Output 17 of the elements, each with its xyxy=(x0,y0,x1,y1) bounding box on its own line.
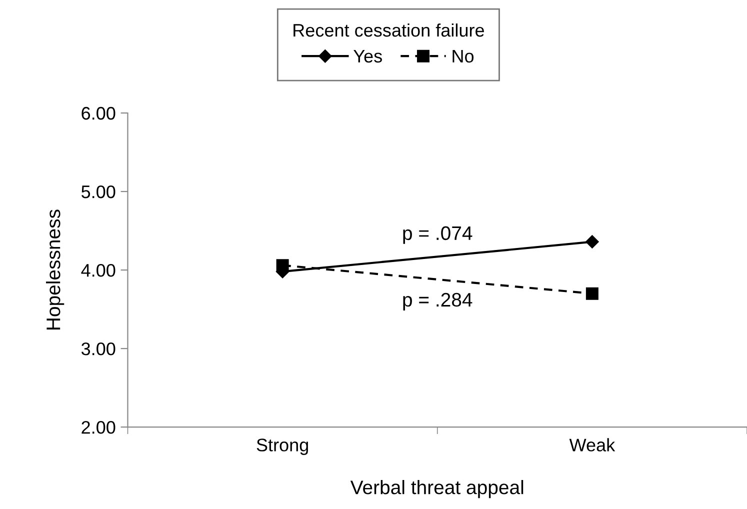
x-tick-label: Weak xyxy=(569,438,616,452)
y-axis-title: Hopelessness xyxy=(46,210,64,330)
legend-label: Yes xyxy=(354,50,382,63)
point xyxy=(586,287,598,300)
legend-label: No xyxy=(452,50,474,63)
y-tick-label: 5.00 xyxy=(82,185,116,198)
annotation: p = .074 xyxy=(403,226,472,244)
y-tick-label: 4.00 xyxy=(81,264,116,277)
y-tick-label: 6.00 xyxy=(82,106,116,120)
point xyxy=(276,259,289,272)
annotation: p = .284 xyxy=(403,292,472,310)
legend-title: Recent cessation failure xyxy=(294,23,484,37)
x-axis-title: Verbal threat appeal xyxy=(350,480,524,498)
y-tick-label: 2.00 xyxy=(82,420,116,434)
point xyxy=(586,235,599,248)
y-tick-label: 3.00 xyxy=(81,342,116,356)
x-tick-label: Strong xyxy=(256,438,308,455)
